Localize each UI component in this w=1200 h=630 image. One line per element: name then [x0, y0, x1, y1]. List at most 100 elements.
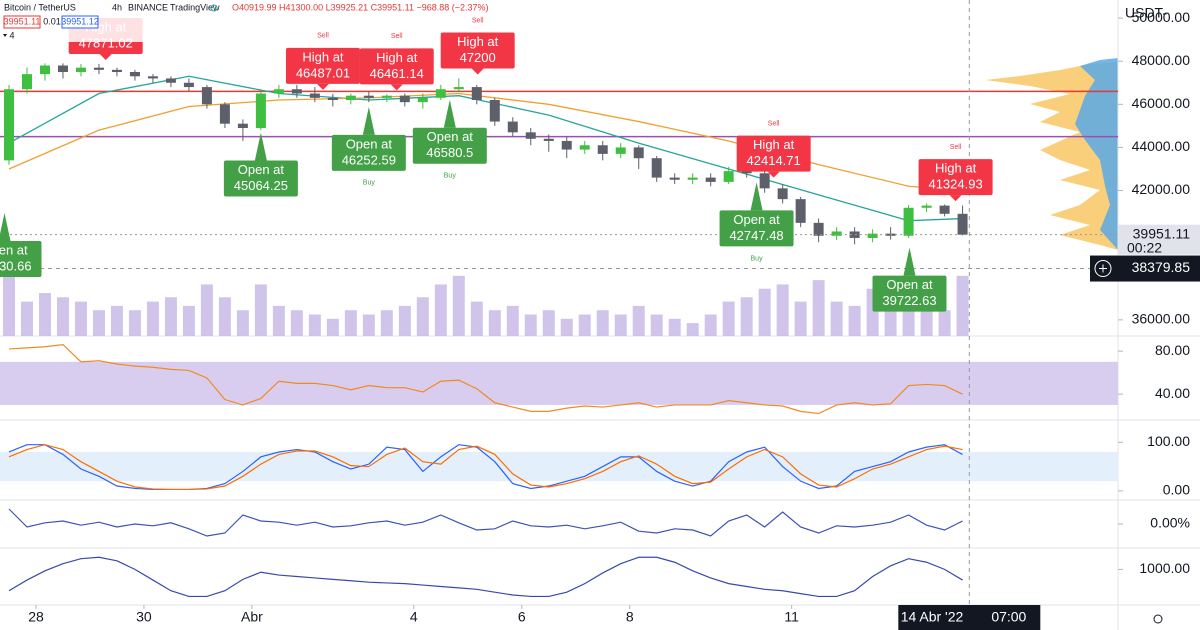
candle-body: [813, 222, 824, 236]
candle-body: [273, 89, 284, 94]
volume-bar: [380, 310, 393, 336]
ohlc: O40919.99 H41300.00 L39925.21 C39951.11 …: [232, 2, 489, 12]
currency[interactable]: USDT-: [1125, 5, 1167, 21]
callout-box: [359, 48, 434, 85]
callout-value: 46461.14: [370, 66, 424, 81]
callout-value: 47200: [460, 50, 496, 65]
candle-body: [165, 78, 176, 83]
candle-body: [795, 199, 806, 223]
candle-body: [597, 145, 608, 154]
candle-body: [525, 132, 536, 139]
overlays: 50000.00 48000.00 46000.00 44000.00 42000.00…: [28, 9, 1200, 630]
candle-body: [75, 67, 86, 72]
band: [0, 361, 1118, 405]
candle-body: [507, 121, 518, 133]
callout-label: Open at: [346, 136, 393, 151]
cursor-price-box: [1090, 255, 1200, 282]
sell-price[interactable]: 39951.11: [4, 16, 41, 26]
caret: [3, 34, 7, 37]
callout-pointer: [750, 182, 763, 211]
candle-body: [777, 188, 788, 200]
sell-box[interactable]: [3, 15, 41, 29]
candle-body: [291, 89, 302, 94]
candle-body: [255, 93, 266, 129]
callout-label: Open at: [733, 212, 780, 227]
volume-bar: [794, 301, 807, 336]
volume-bar: [434, 284, 447, 336]
candle-body: [363, 95, 374, 98]
volume-bar: [938, 310, 951, 336]
volume-bar: [542, 310, 555, 336]
candle-body: [435, 89, 446, 98]
candle-body: [399, 95, 410, 103]
volume-bar: [74, 301, 87, 336]
callout-value: 41330.66: [0, 258, 32, 273]
volume-bar: [956, 275, 969, 336]
callout-box: [719, 210, 794, 247]
callout-label: High at: [376, 50, 418, 65]
buy-price[interactable]: 39951.12: [61, 16, 99, 26]
indicator-line: [8, 444, 963, 491]
volume-bar: [398, 305, 411, 336]
volume-bar: [164, 297, 177, 336]
status-dot: [210, 4, 218, 12]
candle-body: [903, 207, 914, 236]
callout-box: [872, 275, 947, 312]
x-tick-label: 11: [784, 609, 799, 625]
signal: Buy: [363, 180, 376, 187]
legend-header: Bitcoin / TetherUS 4h BINANCE TradingVie…: [0, 0, 489, 42]
volume-bar: [344, 310, 357, 336]
callout-value: 42747.48: [729, 228, 783, 243]
volume-bar: [416, 297, 429, 336]
candle-body: [579, 145, 590, 150]
volume-bar: [452, 275, 465, 336]
buy-box[interactable]: [61, 15, 99, 29]
volume-bar: [506, 305, 519, 336]
signal: Sell: [950, 144, 962, 151]
band: [0, 451, 1118, 482]
crosshair-button[interactable]: [1094, 260, 1112, 278]
volume-bar: [308, 314, 321, 336]
candle-body: [201, 87, 212, 105]
callout-value: 39722.63: [882, 293, 936, 308]
volume-bar: [2, 258, 15, 336]
candle-body: [39, 65, 50, 75]
volume-bar: [92, 310, 105, 336]
settings-icon[interactable]: [1153, 614, 1163, 624]
volume-bar: [470, 301, 483, 336]
callout-label: High at: [302, 49, 344, 64]
candle-body: [633, 147, 644, 159]
countdown: 00:22: [1127, 239, 1162, 255]
callout-box: [918, 159, 993, 196]
volume-bar: [236, 310, 249, 336]
volume-bar: [776, 284, 789, 336]
candle-body: [183, 82, 194, 88]
callout-box: [0, 240, 42, 277]
candle-body: [147, 76, 158, 79]
candle-body: [21, 74, 32, 90]
callout-label: High at: [753, 137, 795, 152]
candle-body: [705, 177, 716, 182]
callout-box: [285, 47, 360, 84]
x-tick-label: 28: [28, 609, 44, 625]
candle-body: [921, 205, 932, 208]
volume-bar: [146, 301, 159, 336]
callout-pointer: [99, 53, 112, 60]
candle-body: [381, 95, 392, 98]
candle-body: [831, 231, 842, 236]
volume-bar: [272, 305, 285, 336]
volume-bar: [290, 310, 303, 336]
candle-body: [939, 205, 950, 214]
volume-bar: [326, 318, 339, 336]
signal: Sell: [472, 17, 484, 24]
y-tick-label: 44000.00: [1132, 138, 1191, 154]
moving-average: [8, 92, 963, 192]
candle-body: [669, 177, 680, 180]
candle-body: [417, 97, 428, 103]
volume-bar: [668, 318, 681, 336]
volume-bar: [182, 305, 195, 336]
volume-bar: [200, 284, 213, 336]
x-tick-label: 6: [518, 609, 526, 625]
